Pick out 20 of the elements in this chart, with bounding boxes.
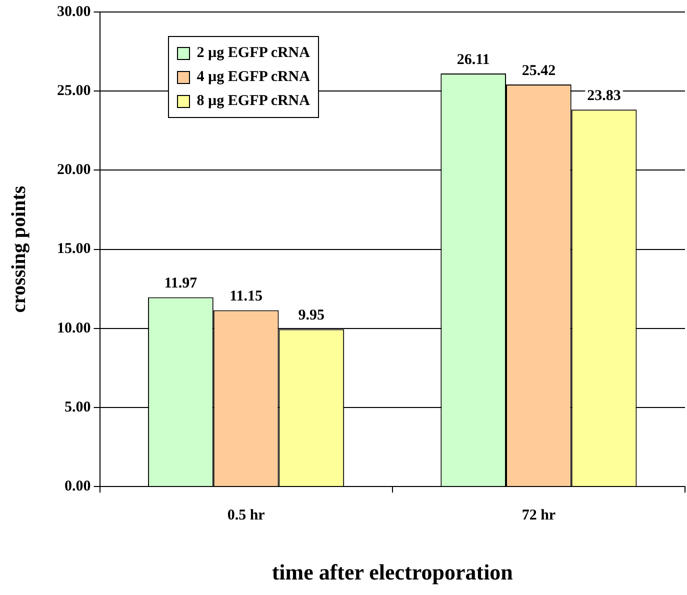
legend-label: 4 µg EGFP cRNA xyxy=(196,68,310,86)
y-tick-label: 30.00 xyxy=(57,4,91,20)
x-axis-title: time after electroporation xyxy=(272,559,513,584)
data-label: 9.95 xyxy=(298,308,325,324)
data-label: 11.97 xyxy=(164,276,198,292)
legend-label: 8 µg EGFP cRNA xyxy=(196,92,310,110)
data-label: 23.83 xyxy=(587,88,621,104)
y-tick-label: 25.00 xyxy=(57,82,91,99)
data-label: 26.11 xyxy=(456,52,490,68)
x-tick-label: 0.5 hr xyxy=(227,507,266,524)
y-tick-label: 10.00 xyxy=(57,320,91,336)
y-tick-label: 0.00 xyxy=(64,478,91,494)
y-tick-label: 5.00 xyxy=(64,399,91,416)
y-axis-title: crossing points xyxy=(8,186,30,313)
y-tick-label: 20.00 xyxy=(57,162,91,178)
legend-label: 2 µg EGFP cRNA xyxy=(196,44,310,62)
data-label: 11.15 xyxy=(230,288,263,305)
x-tick-label: 72 hr xyxy=(522,507,556,524)
y-tick-label: 15.00 xyxy=(57,241,91,258)
data-label: 25.42 xyxy=(522,62,556,79)
